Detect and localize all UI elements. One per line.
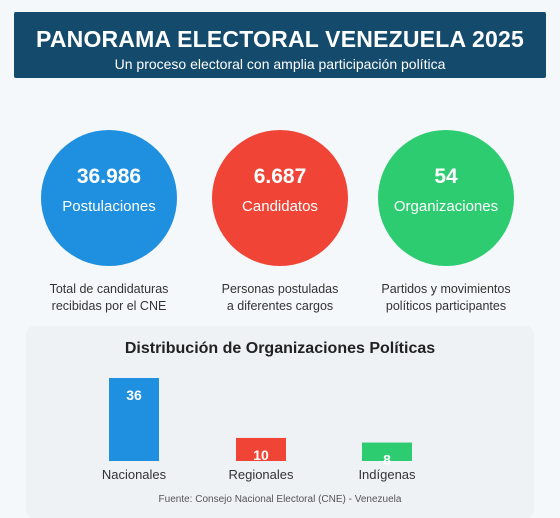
source-note: Fuente: Consejo Nacional Electoral (CNE)… bbox=[158, 494, 402, 505]
chart-title: Distribución de Organizaciones Políticas bbox=[124, 340, 436, 357]
page-subtitle: Un proceso electoral con amplia particip… bbox=[114, 56, 446, 72]
stat-description: Personas postuladas a diferentes cargos bbox=[200, 281, 360, 315]
stat-description-line: Personas postuladas bbox=[221, 282, 339, 296]
header-banner: PANORAMA ELECTORAL VENEZUELA 2025 Un pro… bbox=[14, 12, 546, 78]
stat-description-line: políticos participantes bbox=[385, 299, 507, 313]
stat-circle-postulaciones: 36.986 Postulaciones bbox=[41, 130, 177, 266]
bar-indígenas bbox=[362, 442, 412, 461]
category-label: Nacionales bbox=[102, 467, 167, 482]
stat-description-line: recibidas por el CNE bbox=[51, 299, 167, 313]
stat-description-line: Partidos y movimientos bbox=[381, 282, 511, 296]
category-label: Regionales bbox=[228, 467, 294, 482]
stat-description: Partidos y movimientos políticos partici… bbox=[366, 281, 526, 315]
chart-panel: Distribución de Organizaciones Políticas… bbox=[26, 326, 534, 518]
stat-label: Candidatos bbox=[242, 198, 318, 215]
category-label: Indígenas bbox=[358, 467, 416, 482]
page-title: PANORAMA ELECTORAL VENEZUELA 2025 bbox=[36, 26, 524, 52]
stat-organizaciones: 54 Organizaciones Partidos y movimientos… bbox=[366, 130, 526, 315]
bar-value-label: 8 bbox=[383, 452, 391, 468]
stat-value: 36.986 bbox=[76, 165, 142, 188]
stat-value: 6.687 bbox=[253, 165, 307, 188]
stat-label: Postulaciones bbox=[62, 198, 156, 215]
bar-regionales bbox=[236, 437, 286, 461]
stat-circle-organizaciones: 54 Organizaciones bbox=[378, 130, 514, 266]
stat-label: Organizaciones bbox=[393, 198, 499, 215]
bar-value-label: 10 bbox=[253, 447, 269, 463]
stat-circle-candidatos: 6.687 Candidatos bbox=[212, 130, 348, 266]
stat-candidatos: 6.687 Candidatos Personas postuladas a d… bbox=[200, 130, 360, 315]
bar-nacionales bbox=[109, 378, 159, 461]
stat-description: Total de candidaturas recibidas por el C… bbox=[29, 281, 189, 315]
stat-value: 54 bbox=[434, 165, 458, 188]
bar-value-label: 36 bbox=[126, 387, 142, 403]
stat-description-line: Total de candidaturas bbox=[49, 282, 169, 296]
stat-postulaciones: 36.986 Postulaciones Total de candidatur… bbox=[29, 130, 189, 315]
stat-description-line: a diferentes cargos bbox=[226, 299, 334, 313]
